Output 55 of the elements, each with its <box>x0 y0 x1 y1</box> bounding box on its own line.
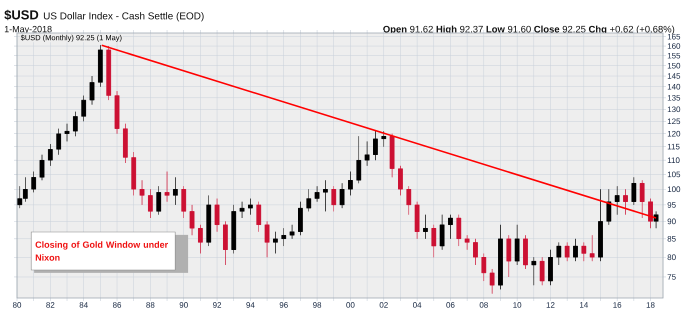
candlestick <box>356 136 362 184</box>
candlestick <box>614 186 620 215</box>
candlestick <box>190 204 194 236</box>
candlestick <box>156 186 162 215</box>
candlestick <box>598 189 603 262</box>
candlestick <box>281 228 286 246</box>
candlestick <box>172 177 178 206</box>
candlestick <box>64 123 70 142</box>
candlestick <box>440 214 445 250</box>
candlestick <box>72 111 78 136</box>
candlestick <box>531 257 536 286</box>
candlestick <box>298 201 303 236</box>
candlestick <box>48 144 53 166</box>
candlestick <box>373 130 378 160</box>
candlestick <box>364 141 370 166</box>
candlestick <box>164 171 170 202</box>
candlestick <box>31 171 36 193</box>
candlestick <box>40 154 44 181</box>
candlestick <box>398 166 403 196</box>
candlestick <box>581 242 586 262</box>
candlestick <box>514 224 520 266</box>
candlestick <box>323 180 328 212</box>
candlestick <box>140 180 144 206</box>
candlestick <box>631 177 636 206</box>
candlestick <box>498 224 503 290</box>
candlestick <box>98 44 103 87</box>
candlestick <box>306 189 312 212</box>
candlestick <box>573 238 578 262</box>
candlestick <box>556 242 562 266</box>
candlestick <box>248 198 253 215</box>
candlestick <box>590 234 595 262</box>
annotation: 1-May-2018 <box>4 26 52 34</box>
candlestick <box>606 189 612 226</box>
chart-title: $USD <box>4 10 38 20</box>
candlestick <box>231 204 236 254</box>
candlestick <box>381 130 386 147</box>
candlestick <box>314 186 320 202</box>
candlestick <box>448 214 453 240</box>
candlestick <box>214 198 220 232</box>
candlestick <box>473 238 478 266</box>
candlestick <box>272 231 278 254</box>
chart-subtitle: US Dollar Index - Cash Settle (EOD) <box>44 12 204 22</box>
candlestick <box>290 224 294 240</box>
candlestick <box>206 195 212 246</box>
candlestick <box>340 182 345 208</box>
candlestick <box>90 76 94 105</box>
candlestick <box>523 234 528 270</box>
candlestick <box>623 189 628 215</box>
candlestick <box>348 171 353 196</box>
candlestick <box>240 201 244 218</box>
candlestick <box>81 95 86 122</box>
candlestick <box>56 128 62 155</box>
candlestick <box>548 249 553 286</box>
annotation: Closing of Gold Window under Nixon <box>36 241 168 261</box>
candlestick <box>423 214 428 240</box>
